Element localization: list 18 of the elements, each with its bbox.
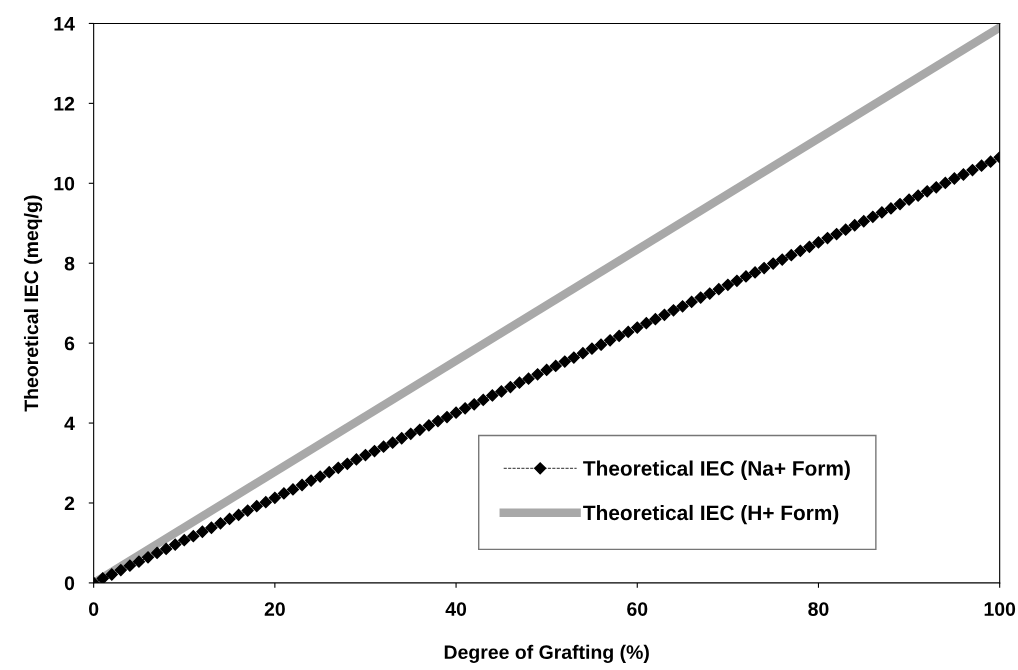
y-tick-label: 12	[54, 96, 75, 111]
y-tick-label: 4	[64, 416, 75, 431]
x-tick-label: 60	[627, 602, 648, 616]
y-tick-label: 6	[64, 336, 75, 351]
legend-label: Theoretical IEC (Na+ Form)	[583, 460, 850, 480]
y-axis-title: Theoretical IEC (meq/g)	[23, 195, 43, 412]
x-tick-label: 40	[445, 602, 467, 616]
x-tick-label: 80	[808, 602, 829, 616]
x-tick-label: 100	[984, 602, 1016, 616]
y-tick-label: 10	[54, 176, 75, 191]
x-tick-label: 20	[264, 602, 285, 616]
legend-label: Theoretical IEC (H+ Form)	[583, 504, 839, 525]
x-axis-title: Degree of Grafting (%)	[444, 644, 649, 663]
y-tick-label: 8	[64, 256, 75, 271]
y-tick-label: 2	[64, 496, 75, 511]
y-tick-label: 0	[64, 576, 75, 591]
x-tick-label: 0	[89, 602, 99, 616]
y-tick-label: 14	[54, 17, 75, 31]
